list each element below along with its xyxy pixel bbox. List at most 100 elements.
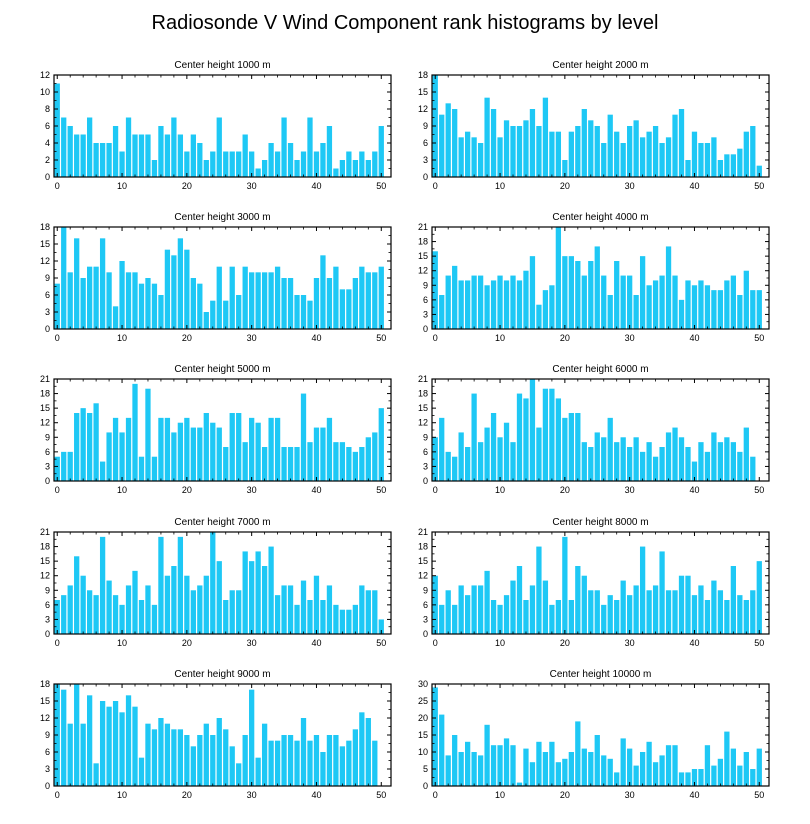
y-tick-label: 5 (423, 764, 428, 774)
histogram-bar (439, 114, 445, 177)
y-tick-label: 15 (418, 403, 428, 413)
histogram-bar (465, 280, 471, 329)
x-tick-label: 0 (55, 790, 60, 800)
histogram-bar (510, 745, 516, 786)
histogram-bar (717, 758, 724, 786)
histogram-bar (203, 575, 209, 634)
histogram-bar (490, 600, 497, 634)
x-tick-label: 10 (495, 485, 505, 495)
histogram-bar (659, 275, 665, 329)
histogram-bar (730, 748, 736, 786)
y-tick-label: 0 (423, 172, 428, 182)
histogram-bar (352, 278, 358, 329)
histogram-bar (372, 740, 378, 786)
panel-1: Center height 1000 m 0 2 4 6 8 10 12 0 10 20 30 40 50 (40, 60, 392, 191)
y-tick-label: 15 (40, 239, 50, 249)
y-tick-label: 21 (40, 527, 50, 537)
histogram-bar (750, 769, 756, 786)
histogram-bar (190, 590, 196, 634)
histogram-bar (691, 461, 698, 481)
histogram-bar (372, 272, 378, 329)
histogram-bar (132, 272, 138, 329)
histogram-bar (346, 447, 352, 481)
histogram-bar (210, 735, 216, 786)
y-tick-label: 18 (40, 679, 50, 689)
histogram-bar (171, 432, 177, 481)
histogram-bar (242, 134, 248, 177)
histogram-bar (665, 432, 672, 481)
histogram-bar (294, 160, 300, 177)
histogram-bar (503, 280, 510, 329)
histogram-bar (575, 566, 581, 634)
histogram-bar (171, 255, 177, 329)
x-tick-label: 10 (495, 333, 505, 343)
histogram-bar (614, 772, 620, 786)
histogram-bar (294, 604, 300, 634)
histogram-bar (80, 278, 86, 329)
histogram-bar (99, 143, 106, 177)
x-tick-label: 0 (433, 638, 438, 648)
histogram-bar (61, 117, 67, 177)
histogram-bar (620, 437, 626, 481)
x-tick-label: 20 (182, 181, 192, 191)
y-tick-label: 3 (423, 309, 428, 319)
histogram-bar (61, 451, 67, 481)
histogram-bar (562, 758, 568, 786)
histogram-bar (711, 137, 717, 177)
histogram-bar (333, 168, 339, 177)
y-tick-label: 18 (418, 389, 428, 399)
histogram-bar (145, 585, 151, 634)
y-tick-label: 15 (418, 556, 428, 566)
histogram-bar (471, 585, 477, 634)
histogram-bar (555, 227, 562, 329)
histogram-bar (503, 120, 510, 177)
x-tick-label: 20 (182, 333, 192, 343)
histogram-bar (536, 741, 542, 786)
y-tick-label: 12 (40, 70, 50, 80)
y-tick-label: 21 (418, 222, 428, 232)
histogram-bar (607, 758, 613, 786)
histogram-bar (223, 151, 229, 177)
histogram-bar (607, 595, 613, 634)
histogram-bar (61, 227, 67, 329)
y-tick-label: 12 (418, 266, 428, 276)
histogram-bar (87, 413, 93, 481)
histogram-bar (106, 143, 112, 177)
histogram-bar (516, 782, 523, 786)
histogram-bar (177, 238, 184, 329)
histogram-bar (614, 442, 620, 481)
y-tick-label: 18 (418, 70, 428, 80)
histogram-bar (125, 272, 132, 329)
histogram-bar (639, 752, 646, 786)
x-tick-label: 20 (560, 181, 570, 191)
histogram-bar (203, 413, 209, 481)
histogram-bar (529, 379, 536, 481)
y-tick-label: 6 (45, 447, 50, 457)
histogram-bar (743, 600, 749, 634)
histogram-bar (171, 566, 177, 634)
histogram-bar (281, 735, 287, 786)
histogram-bar (164, 723, 171, 786)
panel-2: Center height 2000 m 0 3 6 9 12 15 18 0 10 20 30 40 5… (418, 60, 770, 191)
panel-title: Center height 10000 m (550, 669, 652, 680)
histogram-bar (607, 295, 613, 329)
histogram-bar (326, 126, 333, 177)
y-tick-label: 18 (418, 237, 428, 247)
y-tick-label: 9 (45, 585, 50, 595)
histogram-bar (704, 285, 711, 329)
histogram-bar (685, 575, 691, 634)
histogram-bar (307, 117, 313, 177)
histogram-bar (268, 417, 274, 481)
histogram-bar (510, 126, 516, 177)
histogram-bar (255, 272, 261, 329)
histogram-bar (87, 266, 93, 329)
histogram-bar (536, 304, 542, 329)
histogram-bar (352, 729, 358, 786)
histogram-bar (158, 536, 164, 634)
histogram-bar (190, 427, 196, 481)
y-tick-label: 9 (423, 585, 428, 595)
histogram-bar (659, 447, 665, 481)
histogram-bar (588, 590, 594, 634)
histogram-bar (698, 769, 704, 786)
